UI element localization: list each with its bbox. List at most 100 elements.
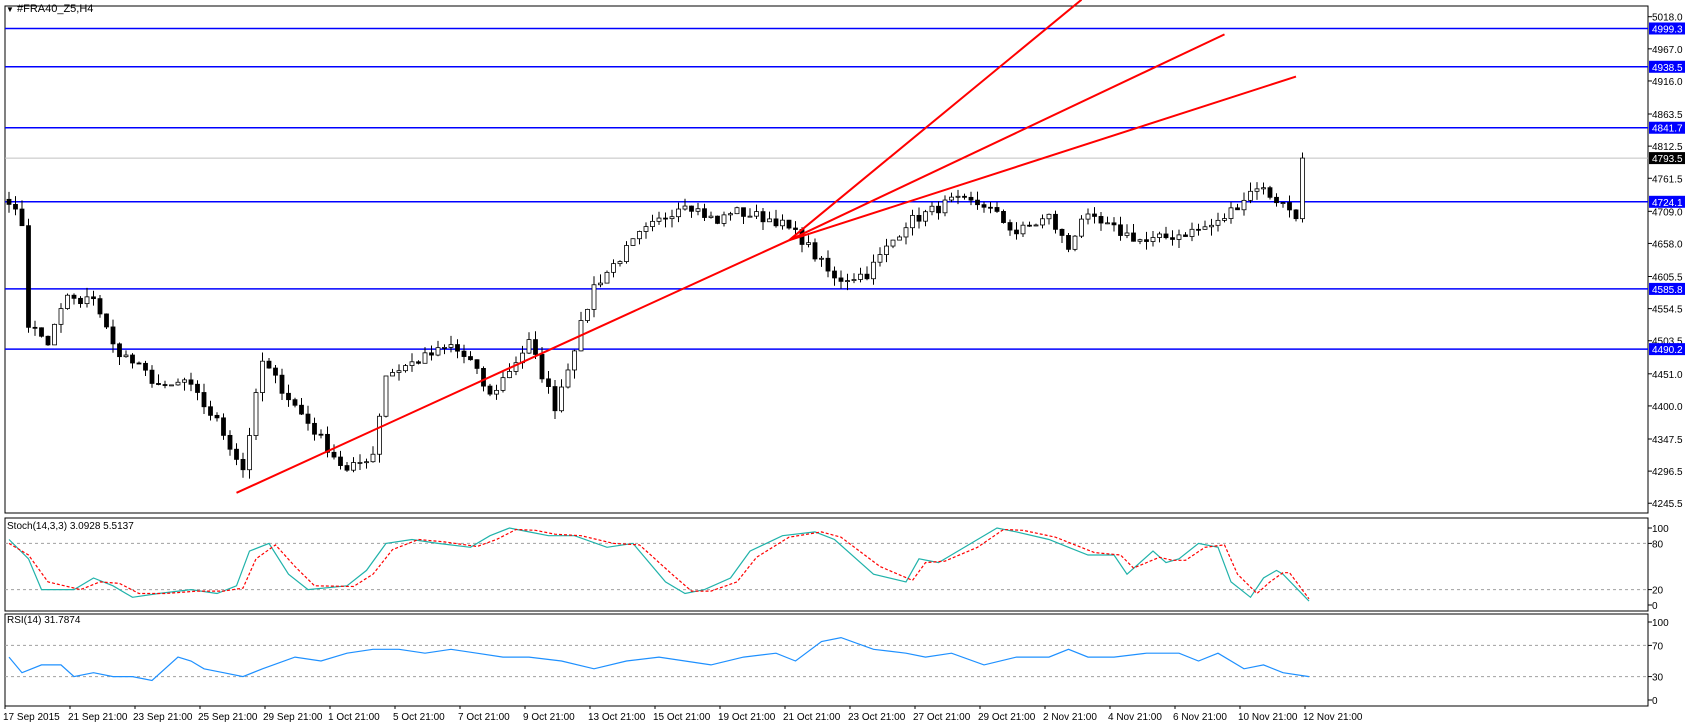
bear-candle	[487, 385, 493, 395]
bull-candle	[1085, 213, 1091, 220]
bull-candle	[123, 354, 129, 358]
y-tick-label: 100	[1652, 618, 1669, 629]
bull-candle	[58, 308, 64, 325]
bear-candle	[936, 205, 941, 214]
bear-candle	[227, 434, 233, 450]
x-tick-label: 29 Sep 21:00	[263, 712, 323, 723]
current-price-tag	[1649, 152, 1685, 165]
bear-candle	[1183, 234, 1188, 237]
bear-candle	[195, 383, 200, 393]
triangle-down-icon[interactable]: ▼	[6, 5, 14, 14]
bear-candle	[39, 327, 44, 337]
bear-candle	[299, 404, 304, 415]
trendline	[788, 33, 1225, 242]
bull-candle	[1176, 234, 1182, 240]
bull-candle	[370, 453, 376, 463]
bull-candle	[422, 352, 428, 364]
level-price-label: 4724.1	[1652, 198, 1683, 209]
bull-candle	[1137, 239, 1143, 242]
bull-candle	[611, 263, 616, 273]
bull-candle	[1020, 224, 1026, 235]
bear-candle	[702, 208, 707, 218]
bull-candle	[435, 347, 441, 356]
bull-candle	[598, 282, 603, 286]
bear-candle	[1144, 239, 1149, 242]
bull-candle	[910, 214, 915, 229]
x-tick-label: 10 Nov 21:00	[1238, 712, 1298, 723]
y-tick-label: 4916.0	[1652, 77, 1683, 88]
bull-candle	[604, 271, 610, 284]
bear-candle	[468, 356, 473, 361]
bull-candle	[656, 217, 662, 222]
bear-candle	[19, 208, 25, 227]
bear-candle	[864, 273, 870, 280]
bear-candle	[286, 392, 291, 401]
bull-candle	[396, 370, 402, 373]
bear-candle	[1053, 213, 1058, 230]
bear-candle	[968, 196, 974, 201]
bear-candle	[221, 417, 226, 436]
stoch-label: Stoch(14,3,3) 3.0928 5.5137	[7, 521, 134, 532]
bull-candle	[1150, 237, 1156, 242]
bull-candle	[747, 215, 753, 218]
bull-candle	[851, 279, 857, 281]
bear-candle	[1118, 224, 1123, 236]
bull-candle	[897, 236, 902, 241]
bull-candle	[721, 214, 727, 224]
bull-candle	[624, 245, 629, 262]
bull-candle	[845, 280, 850, 282]
bull-candle	[819, 257, 824, 260]
bear-candle	[416, 361, 421, 364]
y-tick-label: 70	[1652, 641, 1664, 652]
bull-candle	[351, 462, 356, 471]
level-price-tag	[1649, 121, 1685, 134]
bull-candle	[682, 205, 688, 210]
bull-candle	[695, 208, 701, 212]
bear-candle	[832, 270, 837, 279]
y-tick-label: 0	[1652, 601, 1658, 612]
bear-candle	[26, 225, 31, 328]
bull-candle	[507, 371, 512, 379]
rsi-label: RSI(14) 31.7874	[7, 615, 81, 626]
bear-candle	[208, 406, 213, 416]
bear-candle	[715, 215, 720, 224]
bull-candle	[871, 261, 876, 280]
bull-candle	[182, 379, 187, 383]
bear-candle	[201, 392, 207, 408]
bear-candle	[1235, 207, 1240, 211]
bear-candle	[539, 354, 545, 380]
y-tick-label: 0	[1652, 696, 1658, 707]
bear-candle	[162, 384, 168, 386]
x-tick-label: 4 Nov 21:00	[1108, 712, 1162, 723]
bull-candle	[806, 242, 811, 245]
x-tick-label: 23 Oct 21:00	[848, 712, 906, 723]
bear-candle	[13, 203, 18, 210]
bull-candle	[780, 219, 785, 227]
bear-candle	[773, 218, 779, 227]
bull-candle	[1228, 207, 1234, 219]
bull-candle	[890, 239, 896, 247]
bear-candle	[546, 378, 551, 387]
bear-candle	[455, 344, 460, 352]
x-tick-label: 23 Sep 21:00	[133, 712, 193, 723]
level-price-label: 4490.2	[1652, 345, 1683, 356]
bear-candle	[838, 277, 844, 282]
bear-candle	[1007, 222, 1013, 231]
bear-candle	[994, 207, 1000, 212]
bear-candle	[689, 205, 694, 212]
bull-candle	[617, 261, 623, 265]
bear-candle	[1163, 233, 1169, 239]
level-price-tag	[1649, 195, 1685, 208]
bear-candle	[793, 227, 798, 230]
bull-candle	[1280, 202, 1286, 204]
bear-candle	[273, 367, 278, 376]
bull-candle	[409, 361, 415, 366]
level-price-label: 4938.5	[1652, 63, 1683, 74]
x-tick-label: 7 Oct 21:00	[458, 712, 510, 723]
bull-candle	[169, 384, 174, 387]
trendline	[236, 239, 790, 494]
bear-candle	[130, 354, 135, 364]
y-tick-label: 20	[1652, 586, 1664, 597]
bull-candle	[1046, 213, 1052, 220]
